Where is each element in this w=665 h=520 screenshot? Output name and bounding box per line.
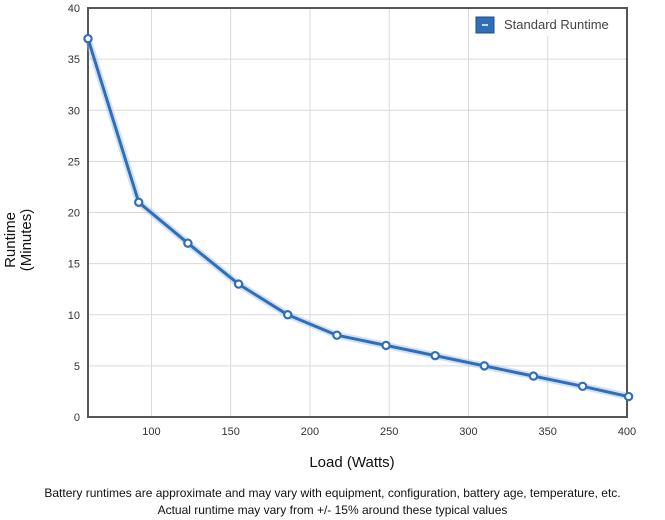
series-line-0 xyxy=(86,37,631,399)
y-tick-label-40: 40 xyxy=(68,3,80,15)
data-point-341 xyxy=(528,371,539,381)
x-axis-title: Load (Watts) xyxy=(309,454,394,471)
axis-layer: 0 5 10 15 20 25 30 35 40 100 150 200 250 300 350 400 xyxy=(68,3,636,438)
grid-layer xyxy=(88,7,628,418)
footnote-approximate: Battery runtimes are approximate and may… xyxy=(44,486,621,500)
y-tick-label-35: 35 xyxy=(68,54,80,66)
y-axis-title-line-1: Runtime xyxy=(2,212,19,268)
data-point-279 xyxy=(430,350,440,361)
y-tick-label-20: 20 xyxy=(68,208,80,220)
x-tick-label-100: 100 xyxy=(142,426,160,438)
x-tick-label-250: 250 xyxy=(380,426,398,438)
y-tick-label-25: 25 xyxy=(68,156,80,168)
plot-frame xyxy=(87,7,628,418)
y-tick-label-15: 15 xyxy=(68,259,80,271)
data-point-310 xyxy=(479,361,490,371)
y-tick-label-0: 0 xyxy=(74,412,80,424)
data-point-92 xyxy=(134,197,144,207)
legend-background xyxy=(474,14,620,36)
series-layer xyxy=(83,33,634,402)
legend-label: Standard Runtime xyxy=(504,17,609,32)
data-point-372 xyxy=(577,381,588,392)
data-point-248 xyxy=(381,340,391,351)
chart-canvas: 0 5 10 15 20 25 30 35 40 100 150 200 250 300 350 400 St… xyxy=(2,3,636,471)
x-tick-label-200: 200 xyxy=(301,426,319,438)
x-tick-label-150: 150 xyxy=(221,426,239,438)
data-point-403 xyxy=(623,391,634,402)
y-axis-title-line-2: (Minutes) xyxy=(18,209,35,272)
data-point-155 xyxy=(233,279,244,289)
y-tick-label-10: 10 xyxy=(68,310,80,322)
legend[interactable]: Standard Runtime xyxy=(474,14,620,36)
x-tick-label-350: 350 xyxy=(539,426,557,438)
data-point-217 xyxy=(332,330,342,340)
y-tick-label-30: 30 xyxy=(68,105,80,117)
footnote-variance: Actual runtime may vary from +/- 15% aro… xyxy=(157,503,508,517)
data-point-186 xyxy=(283,310,293,320)
x-tick-label-300: 300 xyxy=(459,426,477,438)
x-tick-label-400: 400 xyxy=(618,426,636,438)
data-point-123 xyxy=(183,238,193,248)
data-point-60 xyxy=(83,33,93,44)
y-tick-label-5: 5 xyxy=(74,361,80,373)
